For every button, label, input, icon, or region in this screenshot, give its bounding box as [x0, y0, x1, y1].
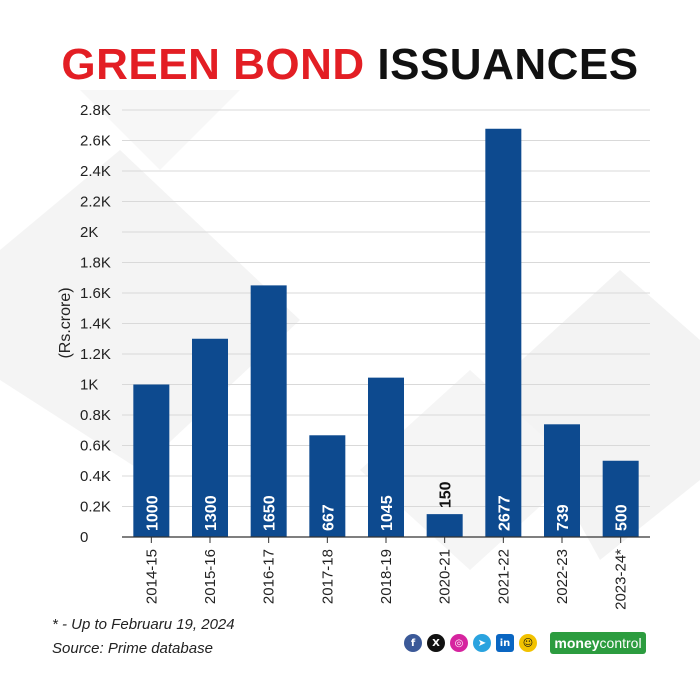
x-tick-label: 2016-17	[261, 549, 278, 604]
bar	[426, 514, 463, 537]
brand-part-money: money	[554, 635, 600, 651]
x-tick-label: 2018-19	[378, 549, 395, 604]
facebook-icon[interactable]: f	[404, 634, 422, 652]
y-tick-label: 0	[80, 529, 88, 546]
x-tick-label: 2021-22	[495, 549, 512, 604]
footnote-date: * - Up to Februaru 19, 2024	[52, 616, 235, 633]
bar-data-label: 1300	[203, 495, 220, 531]
bar-data-label: 667	[320, 504, 337, 531]
bar	[192, 338, 228, 537]
x-tick-label: 2017-18	[319, 549, 336, 604]
x-tick-label: 2020-21	[437, 549, 454, 604]
instagram-icon[interactable]: ◎	[450, 634, 468, 652]
y-tick-label: 2.8K	[80, 102, 111, 119]
footnote-source: Source: Prime database	[52, 640, 213, 657]
y-tick-label: 1.2K	[80, 346, 111, 363]
bar-data-label: 739	[555, 504, 572, 531]
y-tick-label: 0.6K	[80, 438, 111, 455]
y-tick-label: 0.2K	[80, 499, 111, 516]
bar-data-label: 2677	[496, 495, 513, 531]
moneycontrol-logo[interactable]: money control	[550, 632, 646, 654]
title-part-issuances: ISSUANCES	[377, 40, 639, 89]
y-tick-label: 1.8K	[80, 255, 111, 272]
y-tick-label: 1.4K	[80, 316, 111, 333]
bar-data-label: 1000	[144, 495, 161, 531]
bar	[544, 424, 580, 537]
bar	[250, 285, 287, 537]
x-tick-label: 2015-16	[202, 549, 219, 604]
y-tick-label: 0.8K	[80, 407, 111, 424]
bar	[485, 128, 522, 537]
y-tick-label: 1.6K	[80, 285, 111, 302]
linkedin-icon[interactable]: in	[496, 634, 514, 652]
x-icon[interactable]: X	[427, 634, 445, 652]
bar	[133, 384, 170, 537]
bar	[368, 377, 404, 537]
y-tick-label: 0.4K	[80, 468, 111, 485]
bar-data-label: 500	[614, 504, 631, 531]
bar-data-label: 150	[438, 481, 455, 508]
social-icons: f X ◎ ➤ in ☺	[404, 634, 537, 652]
bar	[309, 435, 346, 537]
bar	[602, 460, 639, 537]
telegram-icon[interactable]: ➤	[473, 634, 491, 652]
bar-data-label: 1045	[379, 495, 396, 531]
y-tick-label: 2.6K	[80, 133, 111, 150]
y-tick-label: 1K	[80, 377, 98, 394]
x-tick-label: 2023-24*	[613, 549, 630, 610]
y-tick-label: 2K	[80, 224, 98, 241]
snapchat-icon[interactable]: ☺	[519, 634, 537, 652]
y-tick-label: 2.2K	[80, 194, 111, 211]
y-tick-label: 2.4K	[80, 163, 111, 180]
x-tick-label: 2022-23	[554, 549, 571, 604]
brand-part-control: control	[599, 635, 642, 651]
title-part-green-bond: GREEN BOND	[61, 40, 365, 89]
bar-data-label: 1650	[262, 495, 279, 531]
y-axis-label: (Rs.crore)	[57, 287, 74, 358]
chart-title: GREEN BOND ISSUANCES	[0, 40, 700, 90]
x-tick-label: 2014-15	[143, 549, 160, 604]
